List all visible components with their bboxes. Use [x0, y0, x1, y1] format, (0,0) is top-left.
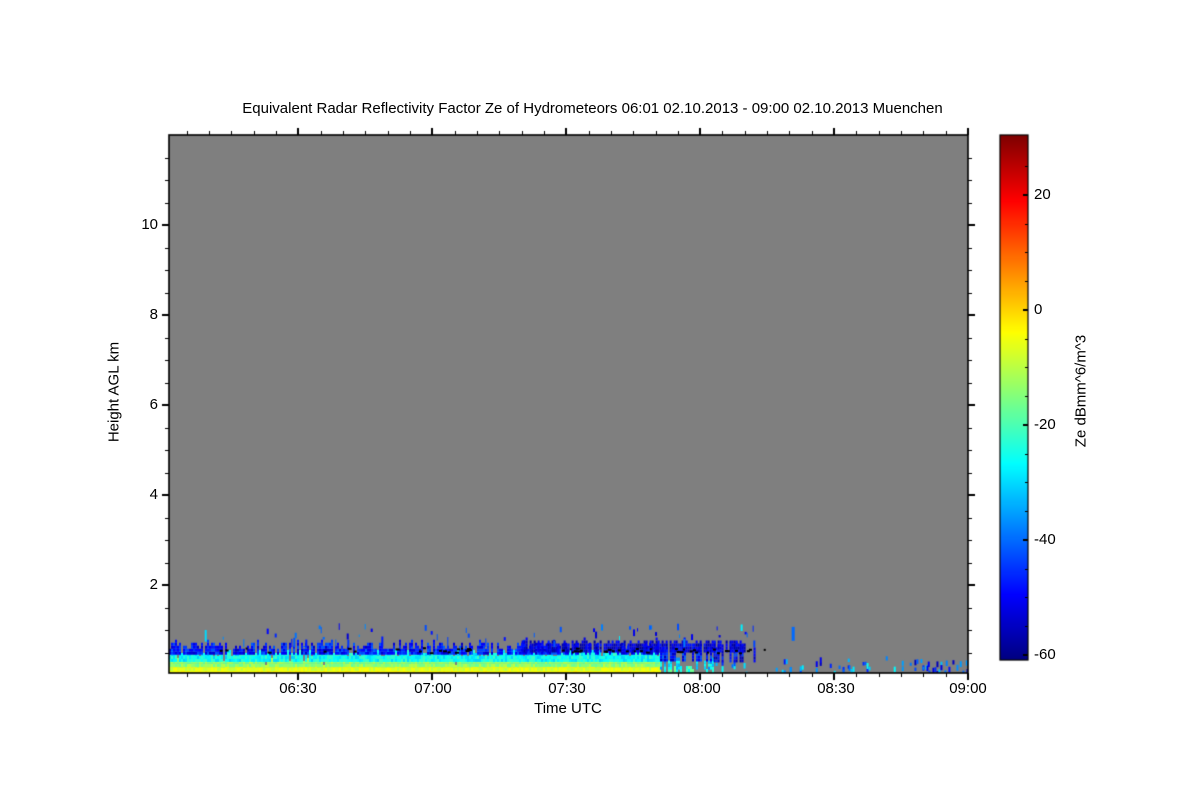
colorbar-tick-label: -60 — [1034, 646, 1056, 663]
y-tick-label: 6 — [149, 396, 158, 413]
colorbar-tick-label: -40 — [1034, 531, 1056, 548]
y-tick-label: 4 — [149, 486, 158, 503]
x-tick-label: 07:30 — [548, 680, 586, 697]
x-tick-label: 07:00 — [414, 680, 452, 697]
x-tick-label: 08:30 — [817, 680, 855, 697]
x-tick-label: 06:30 — [279, 680, 317, 697]
colorbar-tick-label: 20 — [1034, 186, 1051, 203]
colorbar-axis-label: Ze dBmm^6/m^3 — [1072, 334, 1090, 448]
y-tick-label: 8 — [149, 306, 158, 323]
x-tick-label: 09:00 — [949, 680, 987, 697]
colorbar-tick-label: -20 — [1034, 416, 1056, 433]
page-title: Equivalent Radar Reflectivity Factor Ze … — [242, 100, 943, 117]
colorbar-tick-label: 0 — [1034, 301, 1043, 318]
x-tick-label: 08:00 — [683, 680, 721, 697]
y-tick-label: 10 — [141, 216, 158, 233]
y-tick-label: 2 — [149, 576, 158, 593]
y-axis-label: Height AGL km — [105, 341, 123, 443]
x-axis-label: Time UTC — [534, 700, 602, 717]
